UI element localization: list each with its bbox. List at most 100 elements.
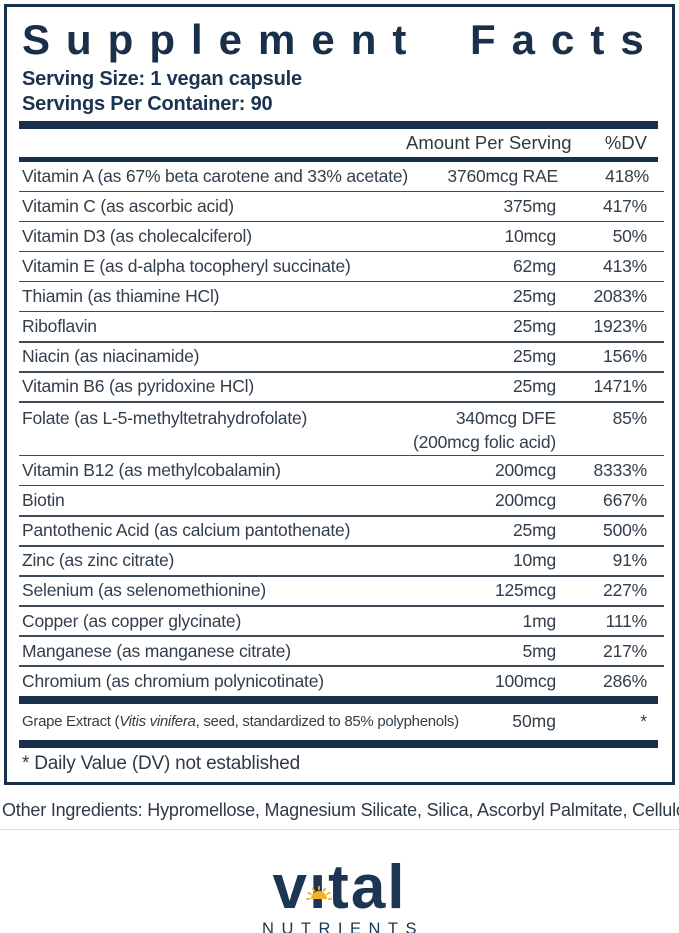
table-row: Thiamin (as thiamine HCl) 25mg 2083%: [7, 282, 672, 311]
nutrient-name: Manganese (as manganese citrate): [22, 640, 291, 661]
nutrient-dv: 217%: [603, 640, 647, 661]
row-divider: [19, 665, 664, 667]
nutrient-dv: 111%: [605, 610, 648, 631]
row-divider: [19, 190, 664, 193]
table-row: Chromium (as chromium polynicotinate) 10…: [7, 667, 672, 696]
nutrient-amount: 375mg: [503, 195, 556, 216]
panel-title: Supplement Facts: [22, 16, 660, 63]
brand-logo: v ıtal NUTRIENTS: [0, 843, 679, 933]
row-divider: [19, 250, 664, 253]
table-row: Folate (as L-5-methyltetrahydrofolate) 3…: [7, 403, 672, 455]
table-row: Pantothenic Acid (as calcium pantothenat…: [7, 517, 672, 546]
nutrient-name: Vitamin A (as 67% beta carotene and 33% …: [22, 165, 409, 186]
nutrient-amount: 25mg: [513, 316, 556, 337]
other-ingredients: Other Ingredients: Hypromellose, Magnesi…: [2, 800, 679, 820]
nutrient-dv: 85%: [612, 407, 648, 428]
divider-thick: [19, 739, 658, 748]
nutrient-dv: *: [640, 711, 647, 731]
table-row: Manganese (as manganese citrate) 5mg 217…: [7, 637, 672, 666]
table-row: Riboflavin 25mg 1923%: [7, 312, 672, 341]
divider-medium: [19, 157, 658, 162]
serving-size: Serving Size: 1 vegan capsule: [22, 68, 302, 90]
header-dv: %DV: [604, 132, 647, 153]
row-divider: [19, 371, 664, 373]
nutrient-amount: 25mg: [513, 520, 556, 541]
nutrient-dv: 418%: [605, 165, 650, 186]
nutrient-dv: 1471%: [593, 376, 648, 397]
row-divider: [19, 310, 664, 313]
nutrient-amount: 62mg: [513, 256, 556, 277]
row-divider: [19, 575, 664, 577]
row-divider: [19, 454, 664, 457]
table-row: Vitamin D3 (as cholecalciferol) 10mcg 50…: [7, 222, 672, 251]
nutrient-amount: 5mg: [522, 640, 557, 661]
nutrient-dv: 227%: [603, 580, 647, 601]
row-divider: [19, 220, 664, 223]
nutrient-amount: 125mcg: [494, 580, 556, 601]
table-row: Zinc (as zinc citrate) 10mg 91%: [7, 547, 672, 576]
supplement-facts-panel: Supplement Facts Serving Size: 1 vegan c…: [4, 4, 675, 785]
table-row: Vitamin C (as ascorbic acid) 375mg 417%: [7, 192, 672, 221]
dv-footnote: * Daily Value (DV) not established: [22, 752, 300, 774]
nutrient-name: Chromium (as chromium polynicotinate): [22, 670, 324, 691]
table-row-grape-extract: Grape Extract (Vitis vinifera, seed, sta…: [7, 704, 672, 740]
nutrient-dv: 500%: [603, 520, 647, 541]
nutrient-name: Folate (as L-5-methyltetrahydrofolate): [22, 407, 308, 428]
row-divider: [19, 280, 664, 283]
nutrient-name: Copper (as copper glycinate): [22, 610, 242, 631]
table-row: Selenium (as selenomethionine) 125mcg 22…: [7, 577, 672, 606]
nutrient-amount: 1mg: [522, 610, 557, 631]
table-row: Niacin (as niacinamide) 25mg 156%: [7, 343, 672, 372]
nutrient-name: Vitamin C (as ascorbic acid): [22, 195, 234, 216]
sun-icon: [305, 849, 332, 911]
nutrient-amount: 3760mcg RAE: [447, 165, 559, 186]
divider-thick: [19, 695, 658, 704]
nutrient-amount: 50mg: [512, 711, 556, 731]
nutrient-amount: 200mcg: [494, 490, 556, 511]
header-amount-per-serving: Amount Per Serving: [406, 132, 572, 153]
nutrient-dv: 1923%: [593, 316, 648, 337]
row-divider: [19, 605, 664, 607]
brand-wordmark: v ıtal: [272, 843, 406, 919]
nutrient-dv: 413%: [603, 256, 647, 277]
bottom-divider: [0, 829, 679, 830]
table-row: Vitamin B12 (as methylcobalamin) 200mcg …: [7, 456, 672, 485]
botanical-latin-name: Vitis vinifera: [119, 713, 196, 730]
nutrient-amount: 10mcg: [504, 225, 556, 246]
nutrient-dv: 286%: [603, 670, 647, 691]
table-row: Vitamin E (as d-alpha tocopheryl succina…: [7, 252, 672, 281]
nutrient-name: Thiamin (as thiamine HCl): [22, 286, 220, 307]
table-row: Vitamin B6 (as pyridoxine HCl) 25mg 1471…: [7, 373, 672, 402]
nutrient-name: Vitamin B12 (as methylcobalamin): [22, 460, 281, 481]
table-row: Biotin 200mcg 667%: [7, 486, 672, 515]
nutrient-amount: 100mcg: [494, 670, 556, 691]
nutrient-amount: 10mg: [513, 550, 556, 571]
nutrient-name: Grape Extract (Vitis vinifera, seed, sta…: [22, 713, 459, 730]
nutrient-dv: 2083%: [593, 286, 648, 307]
nutrient-name: Vitamin B6 (as pyridoxine HCl): [22, 376, 254, 397]
nutrient-name: Vitamin D3 (as cholecalciferol): [22, 225, 252, 246]
nutrient-dv: 8333%: [593, 460, 648, 481]
row-divider: [19, 340, 664, 343]
nutrient-dv: 156%: [603, 346, 647, 367]
servings-per-container: Servings Per Container: 90: [22, 93, 273, 115]
nutrient-name: Riboflavin: [22, 316, 97, 337]
nutrient-amount: 25mg: [513, 286, 556, 307]
nutrient-dv: 417%: [603, 195, 647, 216]
nutrient-amount: 25mg: [513, 346, 556, 367]
nutrient-name: Selenium (as selenomethionine): [22, 580, 266, 601]
nutrient-name: Niacin (as niacinamide): [22, 346, 200, 367]
row-divider: [19, 514, 664, 517]
row-divider: [19, 545, 664, 547]
nutrient-name: Zinc (as zinc citrate): [22, 550, 175, 571]
row-divider: [19, 635, 664, 637]
table-row: Copper (as copper glycinate) 1mg 111%: [7, 607, 672, 636]
row-divider: [19, 401, 664, 403]
nutrient-name: Vitamin E (as d-alpha tocopheryl succina…: [22, 256, 351, 277]
row-divider: [19, 484, 664, 487]
table-header: Amount Per Serving %DV: [7, 129, 672, 157]
divider-thick: [19, 121, 658, 129]
nutrient-dv: 667%: [603, 490, 647, 511]
nutrient-dv: 50%: [612, 225, 648, 246]
